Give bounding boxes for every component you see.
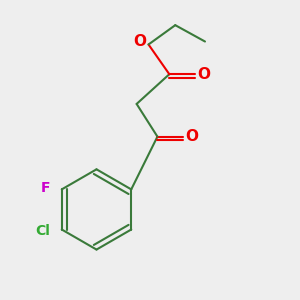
Text: Cl: Cl	[35, 224, 50, 238]
Text: O: O	[185, 129, 198, 144]
Text: O: O	[133, 34, 146, 49]
Text: F: F	[41, 181, 50, 195]
Text: O: O	[197, 67, 210, 82]
